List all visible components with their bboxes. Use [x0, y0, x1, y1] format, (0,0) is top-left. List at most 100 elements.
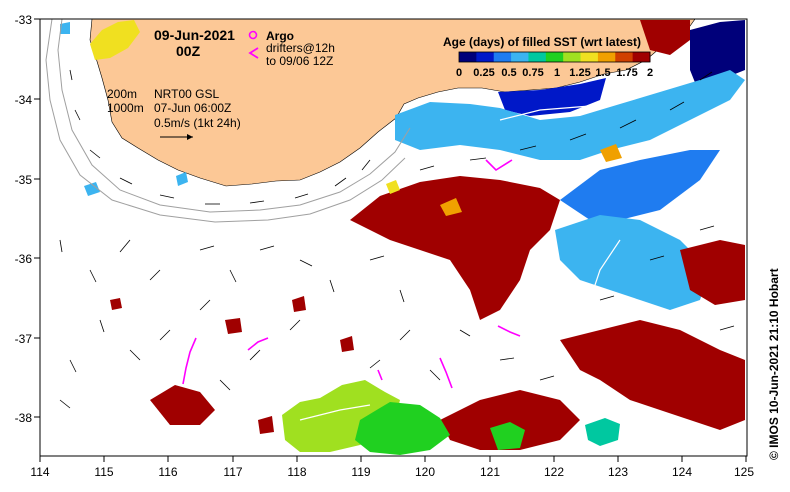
drifter-track: [377, 369, 383, 381]
sst-patch-darkred-central: [350, 176, 560, 320]
x-tick-label: 123: [608, 465, 628, 479]
x-tick-label: 116: [158, 465, 177, 479]
colorbar-frame: [458, 51, 651, 63]
sst-patch-green: [355, 402, 450, 455]
sst-speckle-1: [225, 318, 242, 334]
sst-patches: [60, 20, 745, 455]
x-tick-label: 124: [672, 465, 692, 479]
colorbar-swatch: [563, 52, 582, 62]
colorbar-swatch: [459, 52, 477, 62]
map-date: 09-Jun-2021: [154, 27, 235, 43]
colorbar-tick: 1.5: [595, 67, 610, 79]
drifter-track: [485, 159, 513, 172]
drifter-marker-icon: [248, 47, 259, 59]
drifters-to-label: to 09/06 12Z: [266, 54, 333, 68]
product-time-label: 07-Jun 06:00Z: [154, 101, 231, 115]
sst-speckle-2: [292, 296, 306, 312]
sst-patch-darkblue-east: [690, 20, 745, 95]
sst-patch-darkred-southeast: [560, 320, 745, 430]
colorbar-swatch: [580, 52, 599, 62]
isobath-200-label: 200m: [107, 87, 137, 101]
drifter-track: [247, 337, 269, 351]
x-tick-label: 121: [480, 465, 500, 479]
sst-patch-yellow: [90, 20, 140, 60]
product-label: NRT00 GSL: [154, 87, 219, 101]
drifter-track: [497, 325, 521, 337]
colorbar-swatch: [511, 52, 529, 62]
colorbar-tick: 1: [554, 67, 560, 79]
sst-speckle-3: [340, 336, 354, 352]
sst-patch-darkred-south: [440, 390, 580, 450]
colorbar-tick: 0: [456, 67, 462, 79]
sst-patch-darkred-west: [150, 385, 215, 425]
colorbar-tick: 2: [647, 67, 653, 79]
sst-patch-orange-2: [440, 198, 462, 216]
x-tick-label: 119: [351, 465, 370, 479]
sst-speckle-4: [258, 416, 274, 434]
colorbar-swatch: [615, 52, 634, 62]
sst-patch-yellow-small: [386, 180, 400, 194]
drifter-tracks: [182, 159, 521, 389]
isobath-contours: [45, 18, 411, 223]
map-frame: [39, 18, 748, 457]
colorbar-swatches: [458, 51, 651, 63]
drifters-label: drifters@12h: [266, 41, 335, 55]
y-tick-label: -34: [15, 93, 33, 107]
colorbar-title: Age (days) of filled SST (wrt latest): [443, 35, 641, 49]
sst-patch-blue-left-2: [176, 172, 188, 186]
colorbar-tick: 0.75: [522, 67, 543, 79]
x-tick-label: 114: [30, 465, 49, 479]
isobath-1000-label: 1000m: [107, 101, 144, 115]
sst-patch-teal: [585, 418, 620, 446]
colorbar-swatch: [632, 52, 651, 62]
credit-label: © IMOS 10-Jun-2021 21:10 Hobart: [767, 268, 781, 460]
sst-patch-blue-left-3: [60, 22, 70, 34]
y-tick-label: -35: [15, 173, 33, 187]
colorbar-swatch: [476, 52, 495, 62]
colorbar-tick: 1.25: [569, 67, 590, 79]
vector-scale-label: 0.5m/s (1kt 24h): [154, 116, 241, 130]
x-tick-label: 117: [223, 465, 242, 479]
sst-patch-lightblue-central: [555, 215, 710, 310]
sst-patch-darkred-northeast: [640, 20, 690, 55]
colorbar-ticks: 0 0.25 0.5 0.75 1 1.25 1.5 1.75 2: [456, 67, 653, 79]
map-time: 00Z: [176, 43, 201, 59]
y-axis-labels: -33 -34 -35 -36 -37 -38: [15, 13, 33, 425]
colorbar-swatch: [597, 52, 616, 62]
y-tick-label: -36: [15, 252, 33, 266]
x-tick-label: 122: [544, 465, 564, 479]
x-tick-label: 118: [287, 465, 306, 479]
colorbar-tick: 1.75: [616, 67, 637, 79]
sst-patch-orange-1: [600, 144, 622, 162]
colorbar-swatch: [493, 52, 512, 62]
x-tick-label: 125: [734, 465, 754, 479]
isobath-200m: [57, 18, 411, 213]
colorbar-swatch: [528, 52, 547, 62]
drifter-track: [439, 357, 453, 389]
colorbar-tick: 0.25: [473, 67, 494, 79]
y-tick-label: -33: [15, 13, 33, 27]
x-axis-labels: 114 115 116 117 118 119 120 121 122 123 …: [30, 465, 754, 479]
current-vectors: [59, 69, 735, 409]
argo-label: Argo: [266, 29, 294, 43]
sst-patch-blue-left: [84, 182, 100, 196]
current-streamlines: [299, 105, 621, 421]
axis-tick-marks: [34, 18, 747, 462]
sst-patch-darkred-east: [680, 240, 745, 305]
vector-scale-arrowhead-icon: [187, 134, 193, 140]
colorbar-tick: 0.5: [501, 67, 516, 79]
contour-legend: 200m 1000m NRT00 GSL 07-Jun 06:00Z 0.5m/…: [107, 87, 241, 140]
sst-patch-green-small: [490, 422, 525, 450]
sst-patch-lightblue-north: [395, 70, 745, 160]
sst-patch-blue-central: [560, 150, 720, 220]
isobath-1000m: [45, 18, 406, 223]
x-tick-label: 120: [415, 465, 435, 479]
y-tick-label: -37: [15, 332, 33, 346]
sst-speckle-5: [110, 298, 122, 310]
x-tick-label: 115: [94, 465, 113, 479]
colorbar-swatch: [545, 52, 564, 62]
colorbar: Age (days) of filled SST (wrt latest) 0 …: [443, 35, 653, 79]
drifter-track: [182, 337, 197, 385]
argo-legend: Argo drifters@12h to 09/06 12Z: [248, 29, 335, 68]
